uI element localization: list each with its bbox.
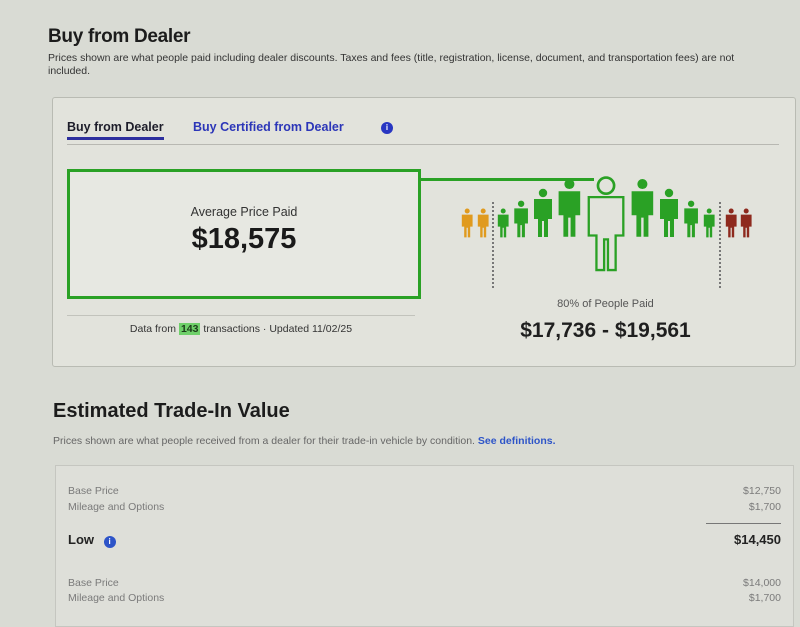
mileage-value: $1,700 <box>748 501 781 513</box>
mileage-label: Mileage and Options <box>68 501 165 513</box>
tab-bar: Buy from Dealer Buy Certified from Deale… <box>67 118 779 145</box>
base-price-row: Base Price $12,750 <box>68 485 781 497</box>
data-source-note: Data from 143 transactions · Updated 11/… <box>67 323 415 335</box>
average-price-box: Average Price Paid $18,575 <box>67 169 421 299</box>
info-icon[interactable]: i <box>381 122 393 134</box>
buy-section-title: Buy from Dealer <box>48 26 191 47</box>
person-icon <box>534 188 552 237</box>
transactions-count: 143 <box>178 323 201 335</box>
person-icon <box>660 188 678 237</box>
data-suffix: transactions · Updated 11/02/25 <box>203 323 353 335</box>
data-prefix: Data from <box>129 323 177 335</box>
average-price-label: Average Price Paid <box>190 205 298 219</box>
tab-buy-from-dealer[interactable]: Buy from Dealer <box>67 120 164 140</box>
connector-line <box>418 178 594 181</box>
low-label: Low <box>68 532 94 547</box>
range-boundary-line <box>719 202 721 288</box>
tab-buy-certified[interactable]: Buy Certified from Dealer <box>193 120 344 134</box>
person-icon <box>514 200 528 238</box>
average-price-value: $18,575 <box>191 223 297 255</box>
person-icon <box>740 208 752 238</box>
base-price-value: $12,750 <box>743 485 781 497</box>
person-icon <box>587 176 625 272</box>
base-price-row: Base Price $14,000 <box>68 577 781 589</box>
person-icon <box>461 208 473 238</box>
person-icon <box>684 200 698 238</box>
trade-section-title: Estimated Trade-In Value <box>53 400 290 422</box>
base-price-value: $14,000 <box>743 577 781 589</box>
info-icon[interactable]: i <box>103 536 116 548</box>
range-boundary-line <box>492 202 494 288</box>
sum-rule <box>706 523 781 524</box>
mileage-row: Mileage and Options $1,700 <box>68 501 781 513</box>
person-icon <box>558 178 580 237</box>
mileage-row: Mileage and Options $1,700 <box>68 592 781 604</box>
trade-description-text: Prices shown are what people received fr… <box>53 435 475 447</box>
person-icon <box>477 208 489 238</box>
low-total-row: Low i $14,450 <box>68 532 781 548</box>
price-range: $17,736 - $19,561 <box>520 319 691 342</box>
percent-label: 80% of People Paid <box>557 298 654 310</box>
mileage-value: $1,700 <box>748 592 781 604</box>
person-icon <box>725 208 737 238</box>
mileage-label: Mileage and Options <box>68 592 165 604</box>
see-definitions-link[interactable]: See definitions. <box>477 435 556 447</box>
low-value: $14,450 <box>734 532 781 547</box>
person-icon <box>631 178 653 237</box>
buy-section-description: Prices shown are what people paid includ… <box>48 52 735 77</box>
trade-section-description: Prices shown are what people received fr… <box>53 435 556 447</box>
base-price-label: Base Price <box>68 485 119 497</box>
person-icon <box>703 208 715 238</box>
person-icon <box>497 208 509 238</box>
trade-in-card: Base Price $12,750 Mileage and Options $… <box>55 465 794 627</box>
divider <box>67 315 415 316</box>
base-price-label: Base Price <box>68 577 119 589</box>
